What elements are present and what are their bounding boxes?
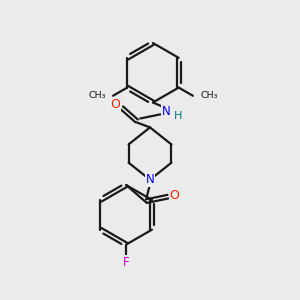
Text: N: N <box>162 106 171 118</box>
Text: O: O <box>169 189 179 202</box>
Text: F: F <box>123 256 130 269</box>
Text: O: O <box>110 98 120 111</box>
Text: CH₃: CH₃ <box>88 91 106 100</box>
Text: CH₃: CH₃ <box>200 91 218 100</box>
Text: H: H <box>173 110 182 121</box>
Text: N: N <box>146 173 154 186</box>
